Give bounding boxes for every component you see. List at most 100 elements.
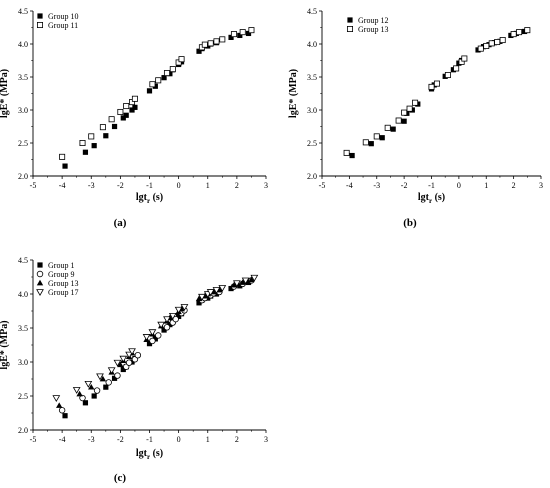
- data-point: [250, 274, 259, 282]
- data-point: [401, 118, 407, 124]
- x-tick-label: -4: [59, 181, 66, 190]
- data-point: [390, 126, 396, 132]
- x-tick-label: 1: [484, 181, 488, 190]
- legend-marker: [346, 25, 353, 32]
- data-point: [248, 27, 255, 34]
- data-point: [72, 387, 81, 394]
- data-point: [99, 124, 106, 131]
- series-1: [62, 30, 252, 169]
- data-point: [152, 336, 158, 342]
- data-point: [488, 40, 495, 47]
- x-axis-label: lgtr (s): [136, 192, 163, 205]
- y-tick-label: 2.0: [18, 426, 28, 435]
- data-point: [82, 400, 89, 406]
- x-tick-label: 3: [539, 181, 543, 190]
- series-4: [52, 274, 259, 403]
- y-tick-label: 2.0: [18, 172, 28, 181]
- data-point: [103, 384, 109, 390]
- y-tick-label: 2.5: [18, 392, 28, 401]
- data-point: [117, 108, 124, 115]
- y-tick-label: 3.5: [18, 324, 28, 333]
- x-axis-label: lgtr (s): [136, 448, 163, 461]
- x-tick-label: -5: [30, 435, 37, 444]
- data-point: [248, 276, 255, 283]
- x-tick-label: -4: [346, 181, 353, 190]
- data-point: [461, 55, 468, 62]
- data-point: [483, 42, 490, 49]
- data-point: [142, 334, 151, 341]
- chart-panel-2: -5 -4 -3 -2 -1 0 1 2 3 2.0 2.5 3.0 3.5 4.0 4.5 lgtr (s)…: [288, 7, 543, 229]
- y-tick-label: 3.0: [18, 358, 28, 367]
- x-tick-label: -1: [428, 181, 435, 190]
- data-point: [76, 390, 83, 397]
- data-point: [499, 37, 506, 44]
- data-point: [406, 105, 413, 112]
- legend-label: Group 9: [48, 270, 74, 279]
- data-point: [395, 117, 402, 124]
- data-point: [129, 107, 135, 113]
- y-tick-label: 4.0: [18, 40, 28, 49]
- legend-marker: [37, 21, 44, 28]
- x-tick-label: -1: [146, 181, 153, 190]
- data-point: [343, 149, 350, 156]
- data-point: [232, 280, 241, 288]
- y-tick-label: 4.0: [307, 40, 317, 49]
- legend-label: Group 11: [48, 21, 78, 30]
- data-point: [379, 135, 385, 141]
- data-point: [149, 337, 156, 345]
- data-point: [239, 279, 246, 285]
- data-point: [198, 293, 206, 301]
- data-point: [84, 380, 93, 388]
- data-point: [157, 321, 166, 329]
- x-tick-label: 0: [457, 181, 461, 190]
- data-point: [113, 359, 122, 367]
- data-point: [120, 366, 126, 373]
- data-point: [52, 395, 61, 403]
- data-point: [103, 133, 109, 139]
- data-point: [196, 48, 202, 54]
- data-point: [213, 38, 220, 45]
- data-point: [180, 304, 189, 311]
- data-point: [79, 139, 86, 146]
- data-point: [230, 281, 238, 288]
- data-point: [123, 112, 129, 118]
- y-tick-label: 4.5: [18, 7, 28, 16]
- x-tick-label: -1: [146, 435, 153, 444]
- data-point: [88, 133, 95, 140]
- data-point: [93, 387, 101, 394]
- data-point: [433, 80, 440, 87]
- data-point: [201, 41, 208, 48]
- data-point: [96, 373, 104, 381]
- legend-marker: [37, 262, 43, 268]
- data-point: [59, 153, 66, 160]
- data-point: [241, 277, 250, 285]
- legend-label: Group 17: [48, 288, 78, 297]
- data-point: [146, 341, 153, 347]
- y-tick-label: 2.0: [307, 172, 317, 181]
- legend-marker: [36, 279, 44, 286]
- data-point: [82, 149, 89, 155]
- data-point: [230, 31, 237, 38]
- y-tick-label: 4.0: [18, 290, 28, 299]
- data-point: [107, 367, 116, 375]
- y-axis-label: lgE* (MPa): [0, 69, 10, 118]
- data-point: [117, 361, 124, 368]
- x-tick-label: -4: [59, 435, 66, 444]
- data-point: [111, 123, 118, 130]
- data-point: [99, 375, 107, 382]
- chart-panel-1: -5 -4 -3 -2 -1 0 1 2 3 2.0 2.5 3.0 3.5 4.0 4.5 lgtr (s)…: [0, 7, 268, 229]
- data-point: [148, 329, 157, 337]
- legend-label: Group 13: [48, 279, 78, 288]
- y-tick-label: 3.5: [18, 73, 28, 82]
- data-point: [91, 393, 97, 399]
- data-point: [163, 324, 171, 331]
- x-tick-label: -5: [30, 181, 37, 190]
- data-point: [176, 313, 182, 320]
- x-tick-label: 1: [206, 181, 210, 190]
- series-2: [58, 277, 255, 414]
- data-point: [349, 152, 355, 159]
- data-point: [207, 40, 214, 47]
- data-point: [206, 289, 215, 296]
